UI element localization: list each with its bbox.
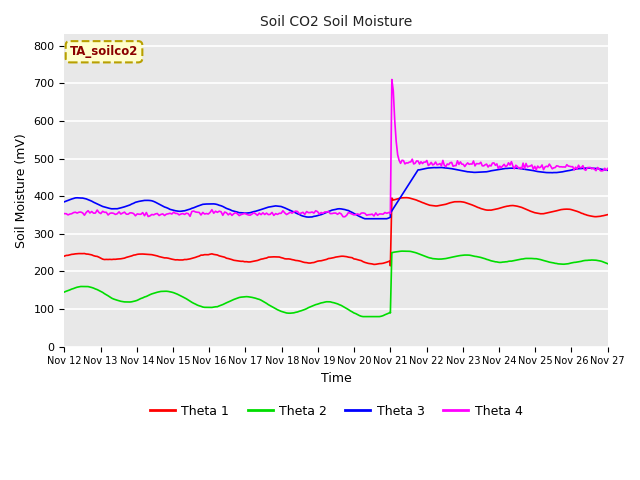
Title: Soil CO2 Soil Moisture: Soil CO2 Soil Moisture: [260, 15, 412, 29]
Y-axis label: Soil Moisture (mV): Soil Moisture (mV): [15, 133, 28, 248]
Text: TA_soilco2: TA_soilco2: [70, 45, 138, 58]
Legend: Theta 1, Theta 2, Theta 3, Theta 4: Theta 1, Theta 2, Theta 3, Theta 4: [145, 400, 527, 423]
X-axis label: Time: Time: [321, 372, 351, 385]
